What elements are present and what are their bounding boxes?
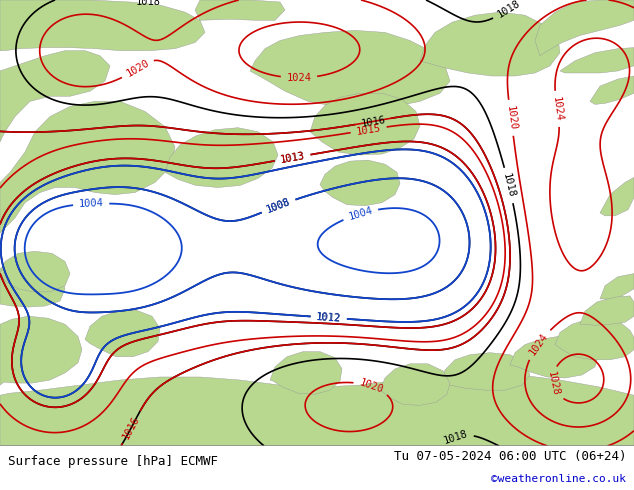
Polygon shape	[320, 160, 400, 206]
Polygon shape	[590, 76, 634, 104]
Polygon shape	[420, 12, 560, 76]
Text: 1004: 1004	[347, 205, 374, 222]
Text: 1008: 1008	[265, 196, 292, 215]
Polygon shape	[195, 0, 285, 20]
Polygon shape	[555, 318, 634, 360]
Text: 1020: 1020	[358, 377, 385, 395]
Text: 1020: 1020	[505, 105, 517, 131]
Polygon shape	[580, 296, 634, 325]
Polygon shape	[165, 128, 278, 188]
Polygon shape	[0, 316, 82, 385]
Text: 1013: 1013	[280, 151, 306, 165]
Polygon shape	[600, 177, 634, 216]
Polygon shape	[85, 310, 160, 357]
Text: 1018: 1018	[496, 0, 522, 20]
Polygon shape	[0, 258, 65, 307]
Text: 1016: 1016	[121, 414, 142, 441]
Polygon shape	[0, 50, 110, 142]
Text: Tu 07-05-2024 06:00 UTC (06+24): Tu 07-05-2024 06:00 UTC (06+24)	[394, 450, 626, 463]
Text: 1024: 1024	[287, 73, 311, 83]
Polygon shape	[535, 0, 634, 56]
Text: 1013: 1013	[280, 151, 306, 165]
Polygon shape	[380, 364, 450, 405]
Text: 1020: 1020	[124, 58, 151, 79]
Polygon shape	[0, 251, 70, 292]
Polygon shape	[270, 352, 342, 394]
Text: 1018: 1018	[136, 0, 161, 7]
Polygon shape	[250, 30, 450, 108]
Text: 1015: 1015	[356, 123, 382, 137]
Text: 1008: 1008	[265, 196, 292, 215]
Text: ©weatheronline.co.uk: ©weatheronline.co.uk	[491, 474, 626, 484]
Polygon shape	[440, 353, 530, 390]
Text: 1024: 1024	[527, 331, 550, 357]
Text: 1004: 1004	[79, 198, 104, 209]
Polygon shape	[510, 337, 598, 378]
Text: Surface pressure [hPa] ECMWF: Surface pressure [hPa] ECMWF	[8, 455, 217, 468]
Text: 1018: 1018	[501, 172, 517, 199]
Polygon shape	[560, 48, 634, 73]
Text: 1028: 1028	[546, 371, 561, 397]
Polygon shape	[600, 273, 634, 299]
Polygon shape	[0, 373, 634, 446]
Polygon shape	[0, 101, 175, 233]
Polygon shape	[310, 93, 420, 155]
Text: 1012: 1012	[316, 312, 342, 323]
Text: 1012: 1012	[316, 312, 342, 323]
Text: 1018: 1018	[443, 429, 469, 446]
Text: 1024: 1024	[551, 96, 564, 122]
Polygon shape	[0, 0, 205, 50]
Text: 1016: 1016	[360, 114, 386, 128]
